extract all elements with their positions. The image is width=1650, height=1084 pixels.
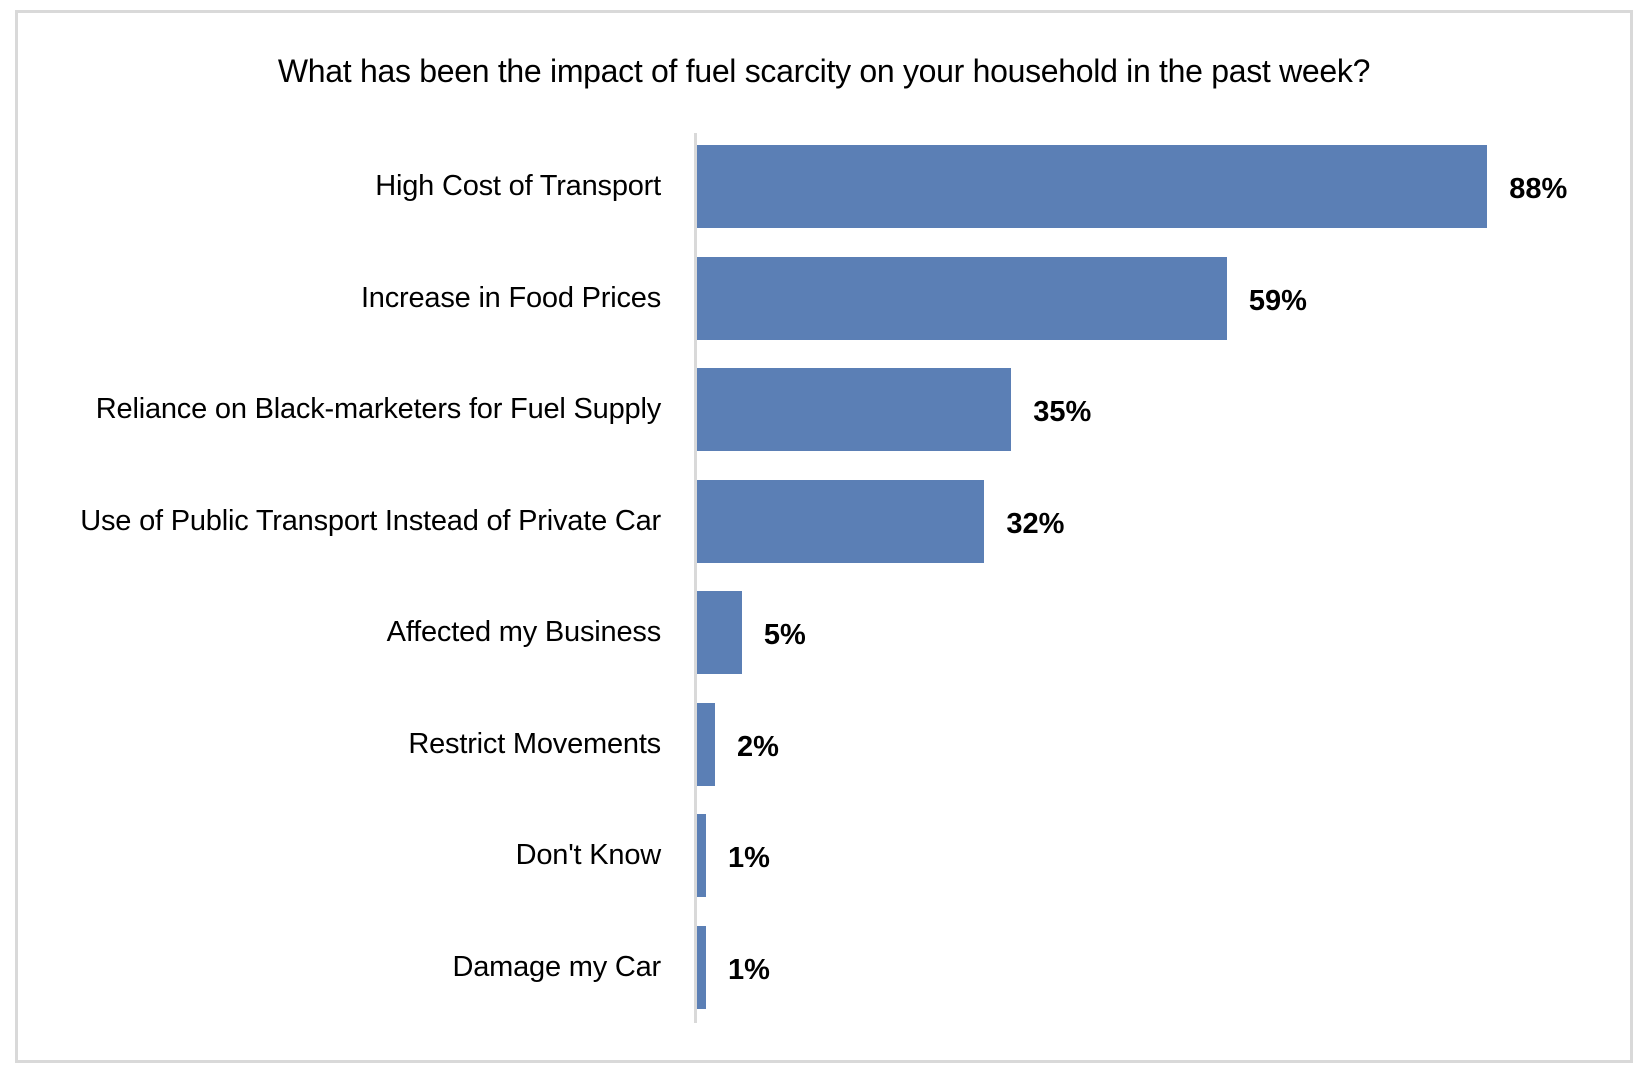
bar-row: Affected my Business 5% — [18, 591, 1630, 674]
bar-row: Increase in Food Prices 59% — [18, 256, 1630, 340]
value-label: 59% — [1248, 284, 1307, 317]
category-label: Affected my Business — [386, 616, 662, 648]
chart-frame: What has been the impact of fuel scarcit… — [15, 10, 1633, 1063]
bar-row: High Cost of Transport 88% — [18, 145, 1630, 228]
bar-row: Don't Know 1% — [18, 814, 1630, 897]
value-label: 32% — [1006, 507, 1065, 540]
value-label: 1% — [727, 953, 770, 986]
y-axis-line — [694, 133, 697, 1023]
value-label: 2% — [736, 730, 779, 763]
bar-row: Damage my Car 1% — [18, 925, 1630, 1009]
bar-row: Restrict Movements 2% — [18, 702, 1630, 786]
category-label: Don't Know — [515, 839, 662, 871]
bar — [697, 145, 1488, 228]
bar — [697, 925, 706, 1009]
bar — [697, 256, 1227, 340]
bar — [697, 702, 715, 786]
value-label: 88% — [1509, 173, 1568, 205]
bar — [697, 814, 706, 897]
bar — [697, 368, 1012, 451]
bar — [697, 479, 985, 563]
value-label: 35% — [1033, 396, 1092, 428]
value-label: 5% — [763, 619, 806, 651]
value-label: 1% — [727, 842, 770, 874]
category-label: Damage my Car — [452, 950, 661, 983]
bar — [697, 591, 742, 674]
category-label: Restrict Movements — [408, 727, 661, 760]
category-label: Use of Public Transport Instead of Priva… — [80, 504, 661, 537]
category-label: Reliance on Black-marketers for Fuel Sup… — [95, 393, 661, 425]
category-label: High Cost of Transport — [375, 170, 661, 202]
category-label: Increase in Food Prices — [360, 281, 661, 314]
bar-row: Reliance on Black-marketers for Fuel Sup… — [18, 368, 1630, 451]
chart-title: What has been the impact of fuel scarcit… — [277, 53, 1371, 89]
bar-row: Use of Public Transport Instead of Priva… — [18, 479, 1630, 563]
